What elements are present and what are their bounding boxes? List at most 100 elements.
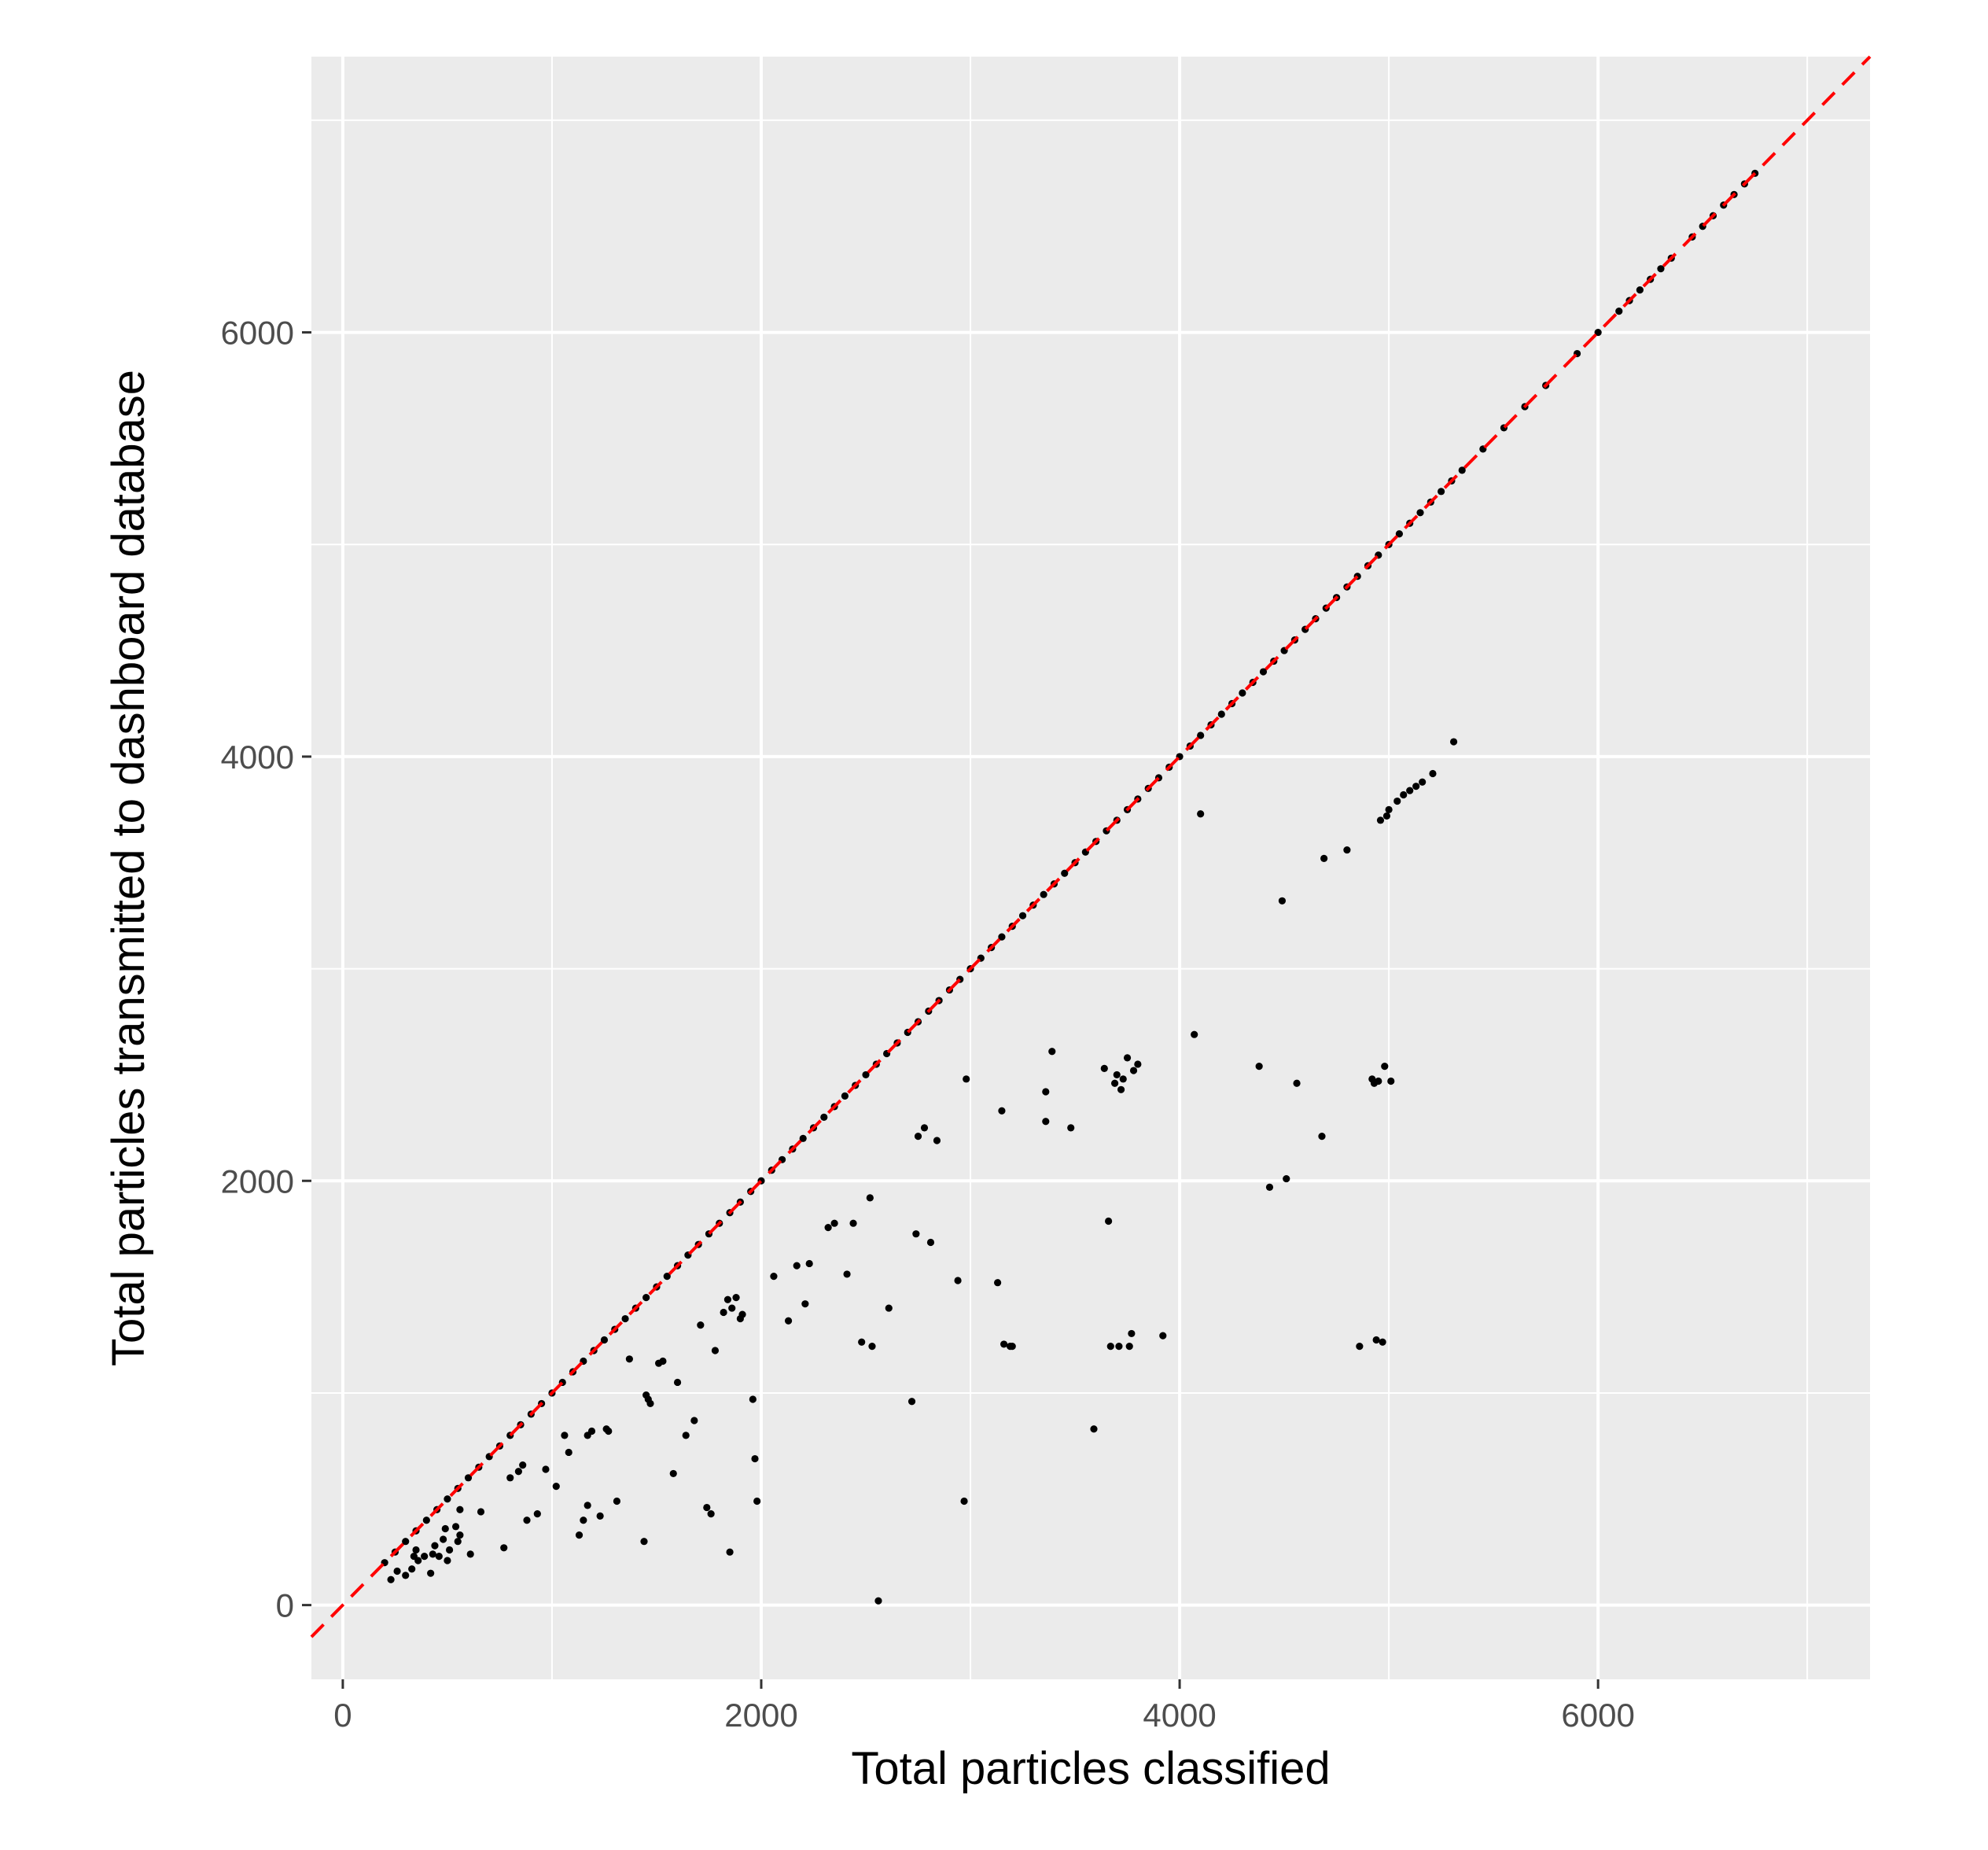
data-point	[1115, 1343, 1123, 1351]
data-point	[858, 1338, 866, 1346]
data-point	[849, 1219, 857, 1227]
data-point	[1283, 1174, 1290, 1183]
data-point	[514, 1468, 522, 1476]
data-point	[1393, 797, 1401, 805]
data-point	[561, 1432, 569, 1439]
y-axis-title: Total particles transmitted to dashboard…	[103, 370, 154, 1366]
data-point	[1255, 1063, 1263, 1071]
data-point	[703, 1503, 711, 1512]
data-point	[753, 1497, 761, 1505]
data-point	[994, 1279, 1002, 1287]
data-point	[820, 1113, 828, 1121]
data-point	[584, 1502, 591, 1509]
data-point	[1406, 787, 1414, 794]
data-point	[998, 933, 1006, 941]
data-point	[1395, 530, 1404, 538]
data-point	[1134, 1060, 1142, 1068]
data-point	[1110, 1079, 1119, 1087]
data-point	[960, 1497, 968, 1505]
data-point	[1008, 1343, 1016, 1351]
data-point	[1412, 783, 1420, 790]
data-point	[914, 1133, 922, 1141]
data-point	[1259, 668, 1268, 676]
data-point	[728, 1304, 736, 1312]
data-point	[793, 1262, 801, 1270]
data-point	[707, 1510, 715, 1518]
data-point	[1438, 488, 1445, 496]
data-point	[720, 1308, 727, 1317]
data-point	[1615, 308, 1623, 315]
data-point	[440, 1535, 447, 1543]
data-point	[1594, 328, 1602, 337]
data-point	[1159, 1332, 1167, 1340]
data-point	[963, 1075, 970, 1083]
y-tick-label: 0	[276, 1587, 294, 1624]
data-point	[1293, 1079, 1301, 1087]
y-tick-label: 6000	[221, 315, 294, 352]
data-point	[830, 1219, 838, 1227]
data-point	[533, 1510, 541, 1518]
data-point	[444, 1557, 451, 1564]
data-point	[1018, 912, 1027, 919]
reference-line-y-equals-x	[310, 55, 1872, 1638]
grid-minor	[311, 57, 1870, 1679]
data-point	[749, 1395, 757, 1403]
data-point	[1061, 869, 1069, 877]
data-point	[387, 1575, 395, 1583]
data-point	[690, 1417, 698, 1424]
data-point	[542, 1465, 550, 1473]
x-tick-label: 4000	[1143, 1697, 1216, 1734]
data-point	[640, 1538, 648, 1546]
data-point	[1343, 846, 1351, 854]
data-point	[1239, 689, 1246, 697]
data-point	[1429, 769, 1437, 778]
data-point	[1067, 1124, 1075, 1132]
data-point	[862, 1071, 870, 1079]
data-point	[587, 1427, 596, 1435]
data-point	[1100, 1064, 1108, 1072]
data-point	[408, 1565, 416, 1573]
data-point	[1048, 1048, 1056, 1056]
data-point	[770, 1273, 778, 1281]
data-point	[885, 1304, 893, 1312]
data-point	[673, 1378, 682, 1387]
data-point	[726, 1548, 734, 1556]
grid-major	[311, 57, 1870, 1679]
data-point	[1419, 778, 1427, 786]
data-point	[1265, 1183, 1274, 1191]
data-point	[1657, 265, 1665, 273]
data-point	[799, 1134, 807, 1142]
data-point	[600, 1336, 609, 1344]
data-point	[669, 1469, 677, 1478]
data-point	[1375, 1077, 1382, 1085]
data-point	[663, 1273, 671, 1281]
data-point	[1278, 897, 1287, 905]
data-point	[907, 1398, 916, 1406]
data-point	[625, 1355, 633, 1363]
x-axis-title: Total particles classified	[851, 1743, 1330, 1794]
data-point	[1217, 710, 1225, 718]
data-point	[441, 1524, 449, 1533]
data-point	[1400, 790, 1408, 799]
data-point	[1106, 1343, 1114, 1351]
data-point	[1000, 1340, 1008, 1348]
data-point	[1385, 805, 1393, 813]
data-point	[642, 1293, 650, 1302]
data-point	[751, 1454, 759, 1463]
data-point	[697, 1321, 705, 1329]
data-point	[429, 1550, 436, 1558]
data-point	[1379, 1338, 1386, 1346]
data-point	[575, 1531, 584, 1539]
data-point	[1449, 738, 1458, 746]
x-tick-label: 2000	[724, 1697, 797, 1734]
data-point	[1191, 1030, 1198, 1038]
data-point	[1458, 466, 1466, 474]
data-point	[445, 1546, 454, 1554]
data-point	[1042, 1118, 1050, 1126]
data-point	[596, 1512, 604, 1520]
data-point	[874, 1597, 882, 1605]
data-point	[801, 1300, 809, 1308]
data-point	[464, 1474, 473, 1482]
data-point	[1320, 854, 1328, 862]
data-point	[422, 1516, 430, 1524]
